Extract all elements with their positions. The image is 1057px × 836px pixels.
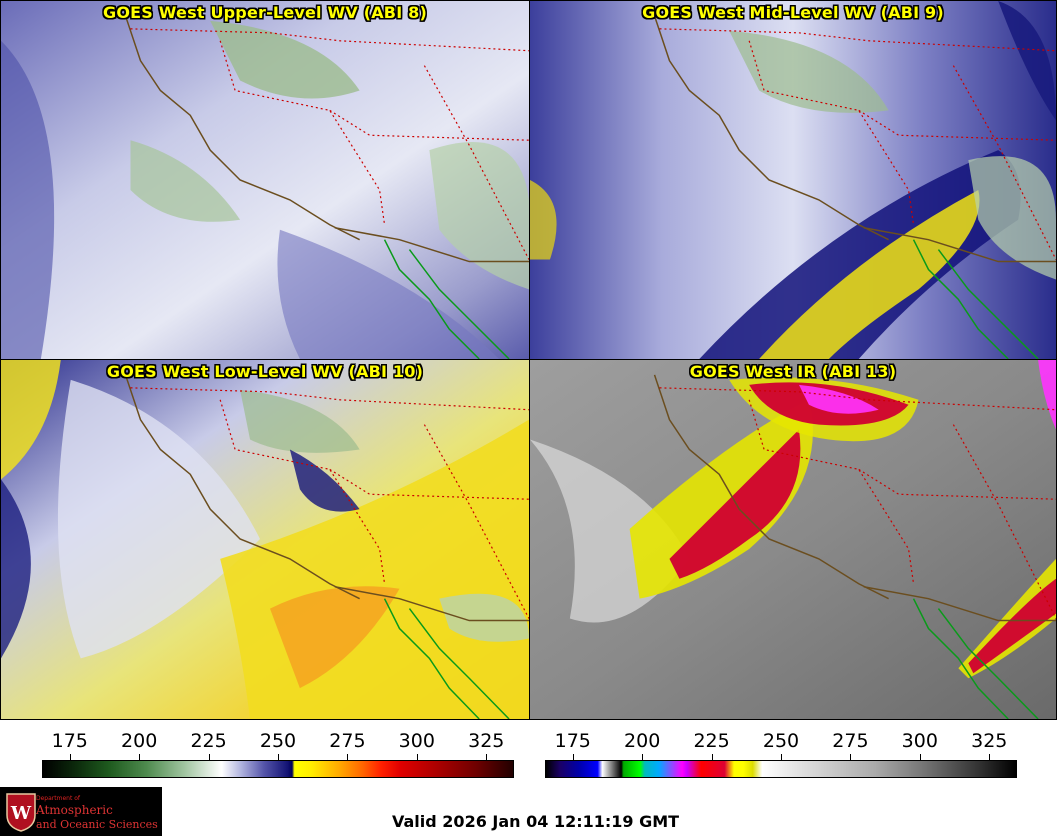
- colorbar-tick-mark: [642, 754, 644, 760]
- low-level-wv-panel: GOES West Low-Level WV (ABI 10): [0, 359, 530, 720]
- mid-level-wv-image: [530, 1, 1056, 359]
- colorbar-tick-mark: [69, 754, 71, 760]
- colorbar-tick-mark: [278, 754, 279, 760]
- logo-line2: and Oceanic Sciences: [36, 818, 158, 831]
- colorbar-tick-mark: [208, 754, 210, 760]
- ir-panel: GOES West IR (ABI 13): [529, 359, 1057, 720]
- ir-tick-label: 175: [554, 730, 591, 752]
- upper-level-wv-image: [1, 1, 529, 359]
- panel-title: GOES West Mid-Level WV (ABI 9): [642, 3, 944, 22]
- ir-color-scale: [545, 760, 1017, 778]
- colorbar-tick-mark: [139, 754, 141, 760]
- wv-tick-label: 300: [398, 730, 435, 752]
- panel-title: GOES West IR (ABI 13): [689, 362, 897, 381]
- wv-color-scale: [42, 760, 514, 778]
- aos-logo: W Department of Atmospheric and Oceanic …: [0, 787, 162, 836]
- colorbar-tick-mark: [711, 754, 713, 760]
- panel-title: GOES West Low-Level WV (ABI 10): [106, 362, 424, 381]
- wv-tick-label: 200: [121, 730, 158, 752]
- wv-tick-label: 175: [51, 730, 88, 752]
- colorbar-tick-mark: [919, 754, 921, 760]
- ir-tick-label: 325: [971, 730, 1008, 752]
- ir-tick-label: 200: [624, 730, 661, 752]
- ir-image: [530, 360, 1056, 719]
- colorbar-tick-mark: [347, 754, 349, 760]
- low-level-wv-image: [1, 360, 529, 719]
- wv-tick-label: 275: [329, 730, 366, 752]
- ir-tick-label: 275: [832, 730, 869, 752]
- ir-tick-label: 300: [901, 730, 938, 752]
- mid-level-wv-panel: GOES West Mid-Level WV (ABI 9): [529, 0, 1057, 360]
- panel-title: GOES West Upper-Level WV (ABI 8): [103, 3, 427, 22]
- colorbar-tick-mark: [486, 754, 488, 760]
- wv-tick-label: 325: [468, 730, 505, 752]
- colorbar-tick-mark: [572, 754, 574, 760]
- logo-dept-text: Department of: [36, 795, 80, 802]
- uw-seal-icon: W: [6, 793, 36, 832]
- wv-tick-label: 225: [190, 730, 227, 752]
- valid-time: Valid 2026 Jan 04 12:11:19 GMT: [392, 812, 680, 831]
- colorbar-tick-mark: [781, 754, 782, 760]
- colorbar-tick-mark: [850, 754, 852, 760]
- logo-line1: Atmospheric: [36, 803, 113, 817]
- wv-colorbar: 175 200 225 250 275 300 325: [40, 722, 516, 782]
- colorbar-tick-mark: [416, 754, 418, 760]
- ir-colorbar: 175 200 225 250 275 300 325: [543, 722, 1019, 782]
- wv-tick-label: 250: [259, 730, 297, 752]
- svg-text:W: W: [10, 803, 32, 824]
- ir-colorbar-ticks: 175 200 225 250 275 300 325: [543, 730, 1019, 752]
- wv-colorbar-ticks: 175 200 225 250 275 300 325: [40, 730, 516, 752]
- colorbar-tick-mark: [989, 754, 991, 760]
- ir-tick-label: 225: [693, 730, 730, 752]
- upper-level-wv-panel: GOES West Upper-Level WV (ABI 8): [0, 0, 530, 360]
- ir-tick-label: 250: [762, 730, 800, 752]
